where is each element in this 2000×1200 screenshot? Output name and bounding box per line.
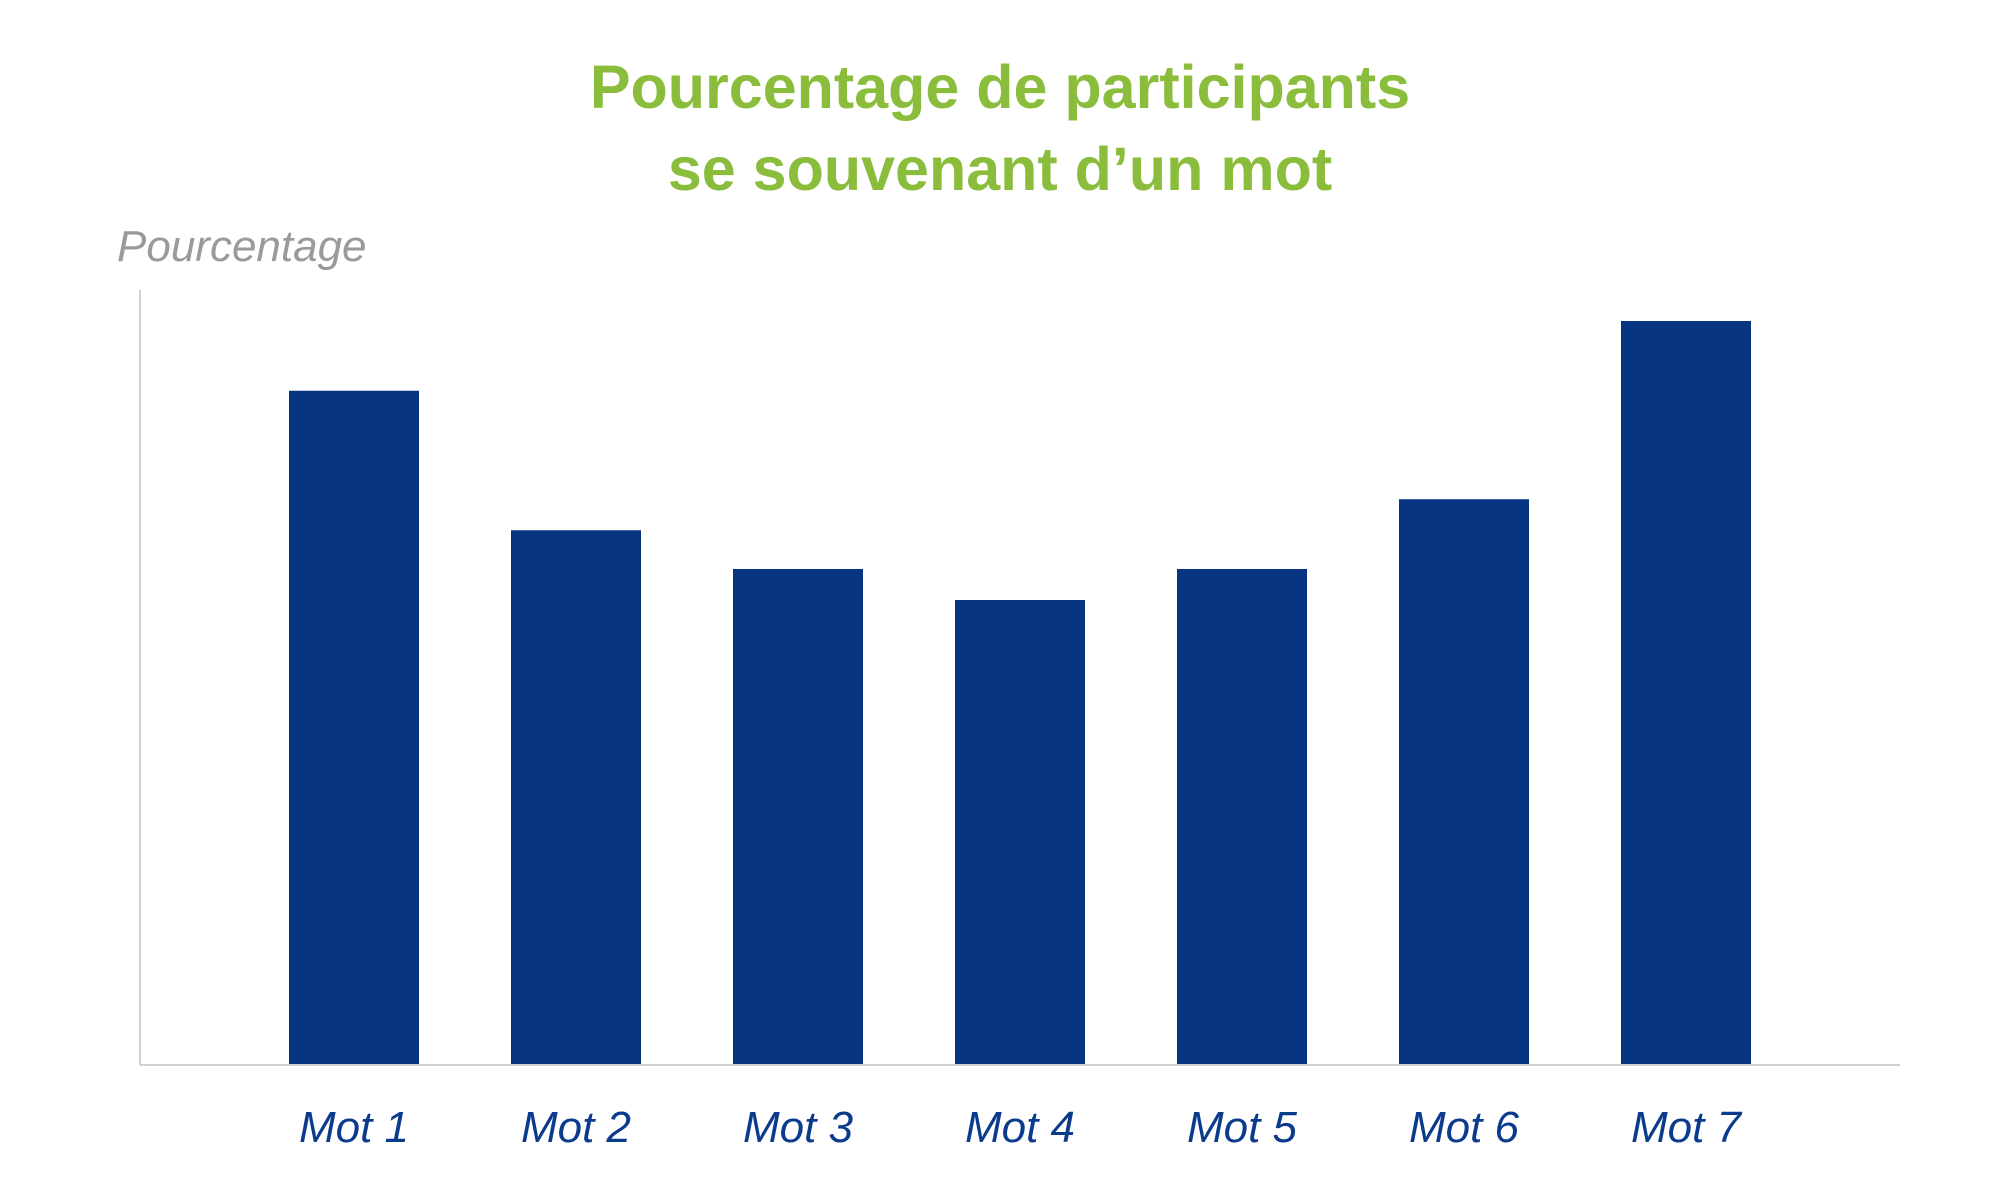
y-axis-label: Pourcentage bbox=[117, 222, 367, 271]
chart-title-line-2: se souvenant d’un mot bbox=[667, 135, 1333, 203]
bar-3 bbox=[733, 569, 863, 1065]
x-tick-label-7: Mot 7 bbox=[1631, 1103, 1743, 1152]
bar-1 bbox=[289, 390, 419, 1065]
bar-7 bbox=[1621, 321, 1751, 1065]
x-tick-label-6: Mot 6 bbox=[1409, 1103, 1520, 1152]
x-tick-labels: Mot 1 Mot 2 Mot 3 Mot 4 Mot 5 Mot 6 Mot 7 bbox=[299, 1103, 1743, 1152]
bar-2 bbox=[511, 530, 641, 1065]
x-tick-label-1: Mot 1 bbox=[299, 1103, 409, 1152]
bar-6 bbox=[1399, 499, 1529, 1065]
x-tick-label-5: Mot 5 bbox=[1187, 1103, 1298, 1152]
x-tick-label-2: Mot 2 bbox=[521, 1103, 631, 1152]
bars bbox=[289, 321, 1751, 1065]
bar-5 bbox=[1177, 569, 1307, 1065]
chart-title-line-1: Pourcentage de participants bbox=[589, 53, 1411, 121]
bar-4 bbox=[955, 600, 1085, 1065]
x-tick-label-3: Mot 3 bbox=[743, 1103, 854, 1152]
x-tick-label-4: Mot 4 bbox=[965, 1103, 1075, 1152]
